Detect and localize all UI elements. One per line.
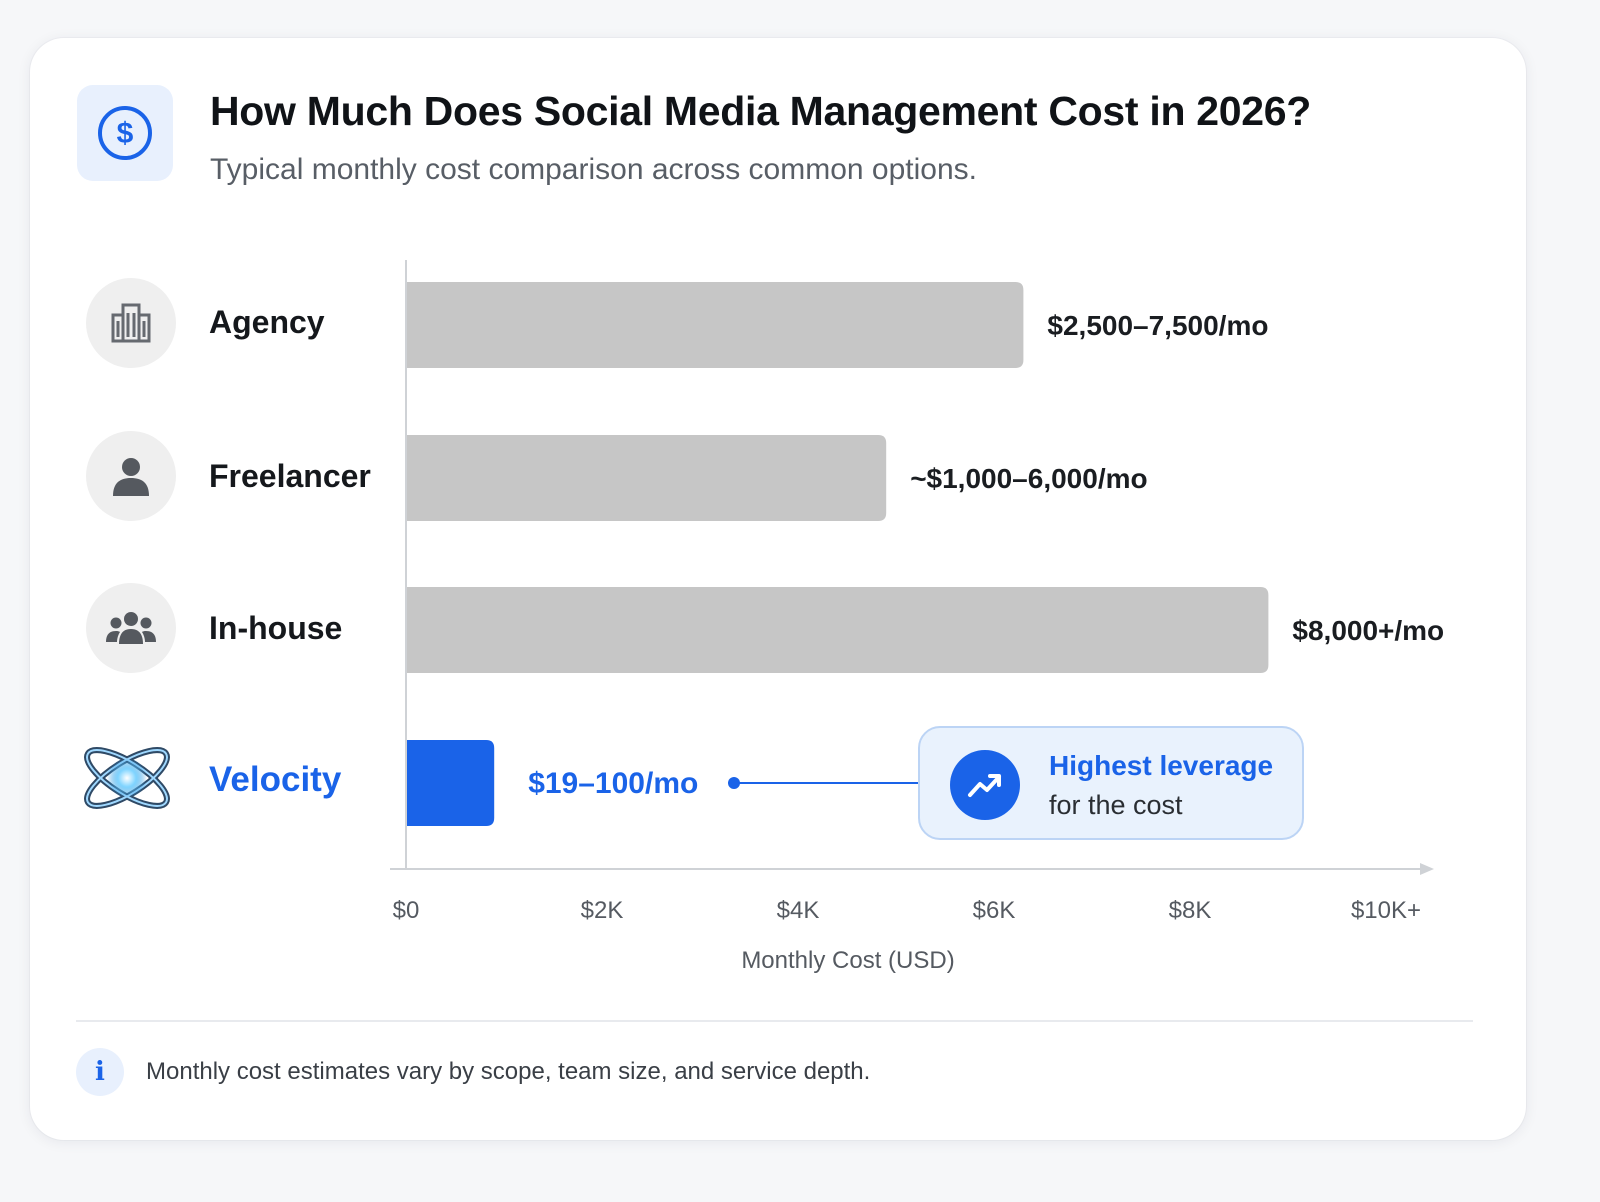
value-label-in-house: $8,000+/mo	[1292, 615, 1444, 646]
trending-up-icon	[950, 750, 1020, 820]
x-axis-title: Monthly Cost (USD)	[741, 947, 954, 974]
bar-velocity	[406, 740, 495, 826]
group-icon	[86, 583, 176, 673]
category-label-velocity: Velocity	[209, 760, 342, 799]
chart-subtitle: Typical monthly cost comparison across c…	[210, 153, 977, 186]
value-label-freelancer: ~$1,000–6,000/mo	[910, 463, 1147, 494]
footnote: Monthly cost estimates vary by scope, te…	[146, 1058, 871, 1085]
svg-text:$: $	[117, 117, 134, 150]
value-label-agency: $2,500–7,500/mo	[1047, 310, 1268, 341]
building-icon	[86, 278, 176, 368]
bar-freelancer	[406, 435, 887, 521]
x-tick-label: $8K	[1169, 897, 1212, 924]
footer-divider	[76, 1020, 1473, 1022]
category-label-freelancer: Freelancer	[209, 458, 371, 494]
value-label-velocity: $19–100/mo	[528, 767, 698, 800]
info-icon: i	[76, 1048, 124, 1096]
x-axis-arrow-icon	[1420, 863, 1434, 875]
bar-chart: $2,500–7,500/mo ~$1,000–6,000/mo $8,000+/m…	[390, 260, 1444, 974]
velocity-logo-icon	[76, 738, 178, 818]
chart-title: How Much Does Social Media Management Co…	[210, 88, 1312, 134]
callout-box: Highest leverage for the cost	[918, 726, 1304, 840]
bar-in-house	[406, 587, 1269, 673]
dollar-circle-icon: $	[77, 85, 173, 181]
x-tick-label: $4K	[777, 897, 820, 924]
bar-agency	[406, 282, 1024, 368]
person-icon	[86, 431, 176, 521]
callout-connector-dot	[728, 777, 740, 789]
x-tick-label: $6K	[973, 897, 1016, 924]
callout-subtitle: for the cost	[1049, 790, 1183, 820]
x-tick-label: $0	[393, 897, 420, 924]
callout-title: Highest leverage	[1049, 750, 1274, 781]
chart-card: $ How Much Does Social Media Management …	[30, 38, 1526, 1140]
category-label-in-house: In-house	[209, 610, 343, 646]
category-label-agency: Agency	[209, 304, 325, 340]
x-tick-label: $10K+	[1351, 897, 1421, 924]
x-tick-label: $2K	[581, 897, 624, 924]
